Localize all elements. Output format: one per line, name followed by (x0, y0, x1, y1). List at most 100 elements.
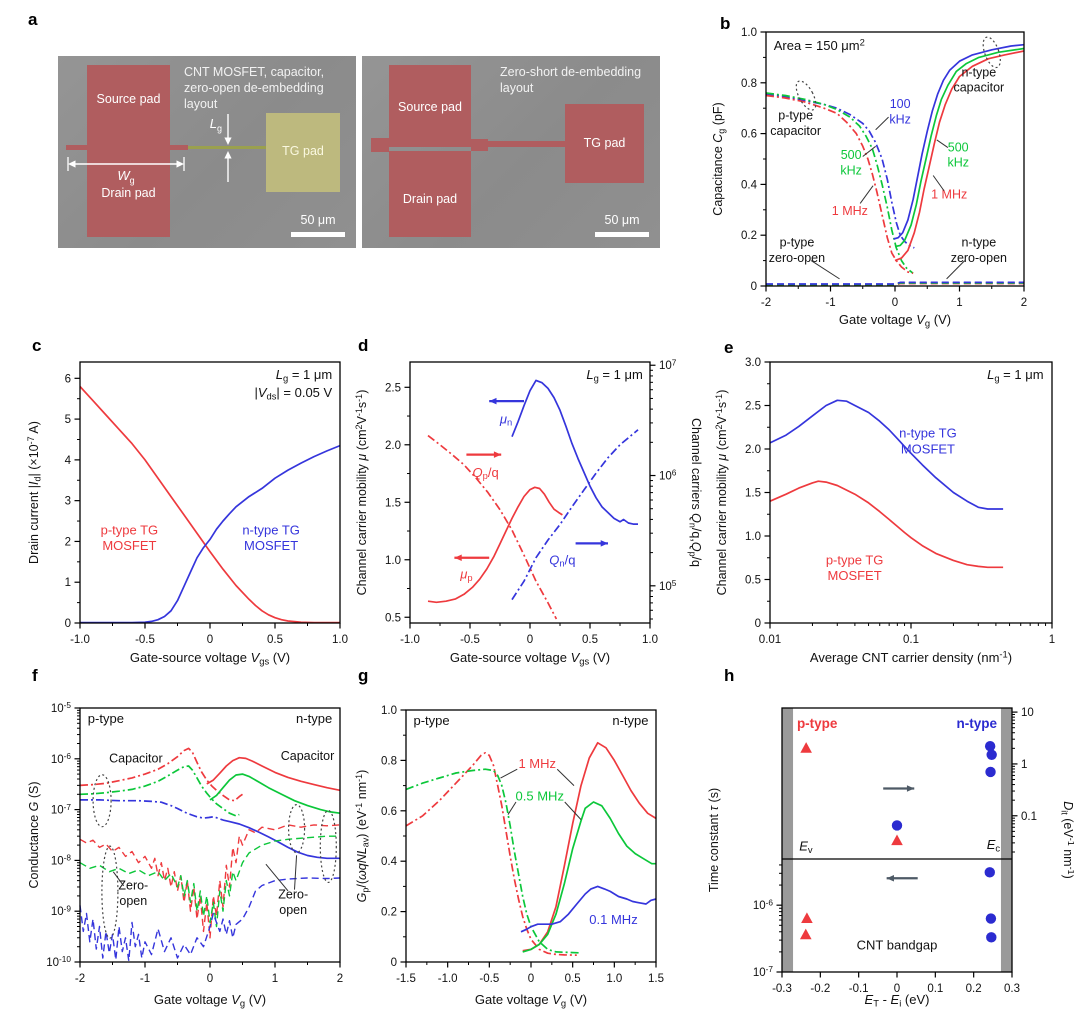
svg-text:0.2: 0.2 (966, 983, 982, 995)
wg-dimension-label: Wg (117, 168, 135, 186)
svg-text:Time constant τ (s): Time constant τ (s) (707, 788, 721, 892)
chart-capacitance-vs-gate-voltage: Area = 150 μm2p-typecapacitorn-typecapac… (711, 27, 1027, 328)
svg-text:2: 2 (337, 973, 343, 985)
svg-text:-1: -1 (825, 297, 835, 309)
svg-text:Gate-source voltage Vgs (V): Gate-source voltage Vgs (V) (450, 650, 610, 666)
right-image-title: Zero-short de-embedding layout (500, 65, 642, 95)
svg-text:p-type: p-type (778, 109, 813, 123)
svg-text:ET - Ei (eV): ET - Ei (eV) (865, 992, 930, 1008)
svg-text:1.5: 1.5 (385, 497, 401, 509)
svg-text:0: 0 (527, 634, 533, 646)
svg-text:10-7: 10-7 (753, 964, 774, 979)
svg-text:Capacitor: Capacitor (281, 749, 335, 763)
svg-text:0: 0 (892, 297, 898, 309)
svg-text:Conductance G (S): Conductance G (S) (27, 781, 41, 888)
svg-text:0: 0 (894, 983, 900, 995)
svg-text:zero-open: zero-open (769, 251, 825, 265)
chart-drain-current-vs-vgs: Lg = 1 μm|Vds| = 0.05 Vp-type TGMOSFETn-… (26, 361, 348, 666)
svg-text:0.8: 0.8 (381, 755, 397, 767)
panel-letter-c: c (32, 336, 42, 355)
svg-text:|Vds| = 0.05 V: |Vds| = 0.05 V (254, 385, 332, 401)
svg-text:p-type: p-type (780, 236, 815, 250)
svg-text:Lg = 1 μm: Lg = 1 μm (987, 367, 1043, 383)
svg-text:p-type TG: p-type TG (101, 522, 159, 537)
svg-text:-2: -2 (761, 297, 771, 309)
drain-pad-region (389, 151, 471, 237)
svg-text:0.5 MHz: 0.5 MHz (516, 789, 564, 804)
scale-bar-label-left: 50 μm (300, 213, 336, 227)
svg-text:0.5: 0.5 (385, 612, 401, 624)
sem-image-right: Zero-short de-embedding layout Source pa… (362, 56, 660, 248)
svg-text:0: 0 (391, 957, 397, 969)
tg-pad-label: TG pad (282, 144, 324, 158)
svg-text:n-type: n-type (296, 711, 332, 726)
svg-text:-1.0: -1.0 (70, 634, 90, 646)
svg-text:0.4: 0.4 (381, 856, 398, 868)
svg-text:0.8: 0.8 (741, 78, 757, 90)
panel-letter-f: f (32, 666, 38, 685)
svg-text:capacitor: capacitor (770, 124, 821, 138)
panel-letter-b: b (720, 14, 731, 33)
svg-text:MOSFET: MOSFET (828, 568, 882, 583)
svg-text:1.0: 1.0 (741, 27, 757, 39)
svg-text:-0.3: -0.3 (772, 983, 792, 995)
svg-text:1 MHz: 1 MHz (931, 187, 967, 201)
svg-text:n-type: n-type (961, 65, 996, 79)
svg-text:10-7: 10-7 (51, 802, 72, 817)
svg-text:Area = 150 μm2: Area = 150 μm2 (774, 36, 865, 52)
svg-text:0.1 MHz: 0.1 MHz (589, 912, 637, 927)
svg-text:-0.1: -0.1 (849, 983, 869, 995)
svg-text:1: 1 (956, 297, 962, 309)
svg-text:p-type: p-type (797, 716, 838, 731)
svg-text:0.5: 0.5 (582, 634, 598, 646)
svg-text:5: 5 (65, 414, 71, 426)
svg-text:0: 0 (207, 634, 213, 646)
tg-pad-label: TG pad (583, 136, 626, 150)
svg-text:0.6: 0.6 (381, 806, 397, 818)
svg-text:zero-open: zero-open (951, 251, 1007, 265)
svg-text:0: 0 (65, 618, 71, 630)
svg-text:1.5: 1.5 (745, 488, 761, 500)
svg-text:0.2: 0.2 (381, 907, 397, 919)
svg-text:3.0: 3.0 (745, 357, 761, 369)
svg-text:10-10: 10-10 (46, 954, 71, 969)
dimension-annotations (67, 114, 345, 237)
svg-text:3: 3 (65, 496, 71, 508)
drain-pad-label: Drain pad (101, 186, 156, 200)
svg-text:107: 107 (659, 357, 677, 372)
svg-text:1.0: 1.0 (381, 705, 397, 717)
source-pad-label: Source pad (398, 100, 462, 114)
lg-dimension-label: Lg (209, 116, 222, 134)
svg-text:Dit (eV-1 nm-1): Dit (eV-1 nm-1) (1060, 801, 1074, 879)
svg-text:n-type TG: n-type TG (242, 522, 300, 537)
svg-text:0.2: 0.2 (741, 230, 757, 242)
svg-text:10-5: 10-5 (51, 700, 72, 715)
svg-text:capacitor: capacitor (953, 81, 1004, 95)
svg-text:0.5: 0.5 (267, 634, 283, 646)
scale-bar (595, 232, 649, 237)
svg-text:1 MHz: 1 MHz (832, 204, 868, 218)
svg-text:p-type: p-type (414, 713, 450, 728)
svg-text:Zero-: Zero- (118, 879, 148, 893)
svg-text:0.5: 0.5 (745, 575, 761, 587)
panel-letter-a: a (28, 10, 38, 29)
svg-text:Channel carrier mobility μ (cm: Channel carrier mobility μ (cm2V-1s-1) (714, 390, 729, 596)
svg-text:500: 500 (948, 140, 969, 154)
svg-text:Gp/(ωqNLav) (eV-1 nm-1): Gp/(ωqNLav) (eV-1 nm-1) (354, 770, 370, 903)
chart-mobility-and-carriers-vs-vgs: Lg = 1 μm μn Qp/q μp Qn/q -1.0 -0.5 0 0.5 1.0 Gate… (354, 357, 702, 666)
svg-text:MOSFET: MOSFET (244, 538, 298, 553)
svg-text:500: 500 (841, 148, 862, 162)
svg-text:0: 0 (755, 618, 761, 630)
svg-text:1.0: 1.0 (606, 973, 622, 985)
panel-letter-d: d (358, 336, 369, 355)
svg-text:CNT bandgap: CNT bandgap (857, 938, 938, 953)
svg-text:-1: -1 (140, 973, 150, 985)
svg-text:0.01: 0.01 (759, 634, 781, 646)
svg-text:1.0: 1.0 (332, 634, 348, 646)
svg-text:open: open (119, 894, 147, 908)
svg-text:Qp/q: Qp/q (473, 465, 499, 481)
svg-text:n-type TG: n-type TG (899, 426, 957, 441)
svg-text:1: 1 (272, 973, 278, 985)
